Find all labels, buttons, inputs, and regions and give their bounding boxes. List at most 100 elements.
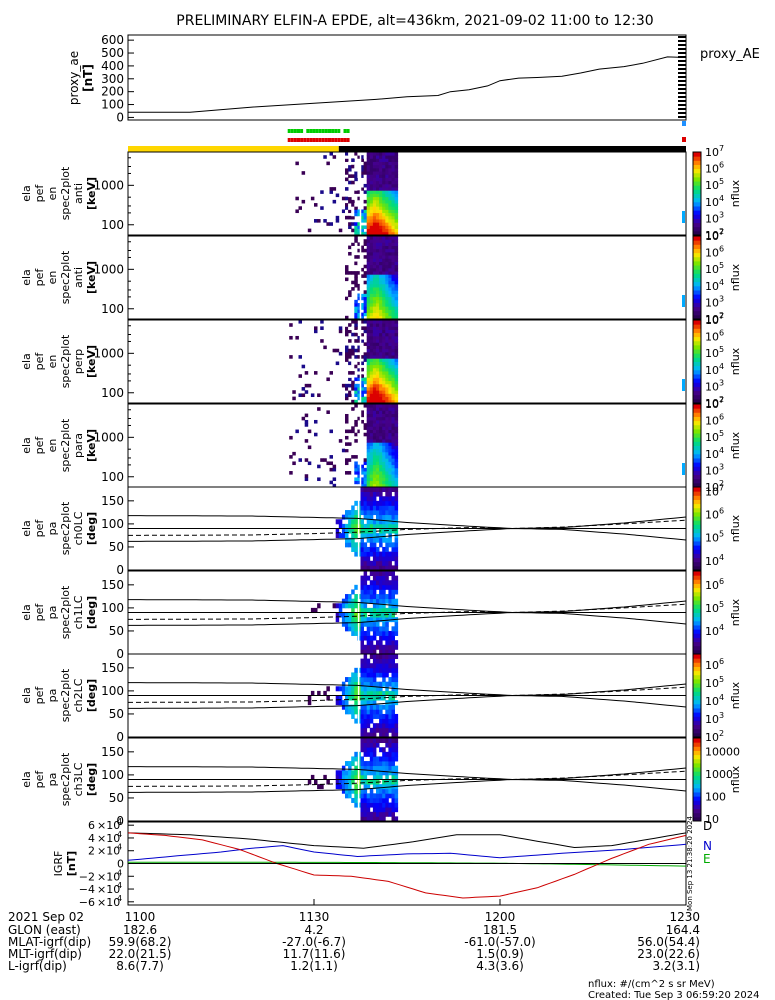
spectrogram-cell (391, 377, 395, 382)
pitch-cell (382, 519, 386, 525)
spectrogram-cell (366, 315, 371, 320)
pitch-cell (363, 612, 368, 618)
pitch-colorbar-cell (693, 738, 701, 743)
spectrogram-cell (345, 345, 349, 350)
spectrogram-colorbar-tick-exp: 4 (719, 194, 724, 203)
spectrogram-cell (372, 309, 377, 314)
pitch-cell (388, 681, 392, 687)
spectrogram-cell (385, 461, 389, 466)
spectrogram-cell (351, 158, 355, 162)
spectrogram-cell (363, 396, 368, 401)
pitch-cell (363, 533, 368, 539)
spectrogram-cell (394, 339, 399, 343)
spectrogram-cell (357, 339, 361, 343)
pitch-colorbar-cell (693, 728, 701, 734)
ae-ytick-label: 500 (101, 46, 124, 60)
spectrogram-cell (391, 399, 395, 404)
pitch-cell (372, 565, 377, 571)
spectrogram-cell (304, 371, 309, 375)
pitch-cell (341, 681, 346, 687)
spectrogram-cell (388, 248, 392, 253)
spectrogram-cell (388, 361, 392, 366)
igrf-series-line (127, 843, 687, 861)
spectrogram-cell (348, 296, 352, 301)
spectrogram-cell (394, 209, 399, 214)
spectrogram-colorbar-cell (693, 470, 701, 476)
spectrogram-colorbar-cell (693, 197, 701, 203)
spectrogram-cell (376, 445, 380, 450)
spectrogram-cell (357, 212, 361, 217)
spectrogram-cell (372, 480, 377, 485)
spectrogram-cell (382, 251, 386, 256)
pitch-cell (385, 704, 389, 710)
pitch-cell (332, 603, 337, 609)
pitch-cell (391, 747, 395, 753)
pitch-colorbar-cell (693, 620, 701, 626)
pitch-cell (345, 686, 349, 692)
igrf-ytick-base: ×10 (97, 845, 120, 858)
spectrogram-cell (379, 464, 383, 469)
spectrogram-cell (366, 264, 371, 269)
pitch-cell (369, 621, 374, 627)
spectrogram-cell (354, 377, 358, 382)
spectrogram-cell (372, 303, 377, 307)
spectrogram-colorbar-cell (693, 273, 701, 278)
pitch-cell (366, 761, 371, 767)
spectrogram-cell (369, 239, 374, 243)
pitch-cell (363, 751, 368, 757)
spectrogram-cell (379, 177, 383, 182)
spectrogram-colorbar-cell (693, 378, 701, 383)
pitch-cell (366, 718, 371, 724)
pitch-cell (382, 761, 386, 767)
spectrogram-cell (376, 274, 380, 278)
pitch-cell (372, 774, 377, 780)
spectrogram-cell (376, 451, 380, 456)
spectrogram-cell (354, 206, 358, 210)
spectrogram-cell (329, 461, 333, 466)
pitch-ytick-label: 150 (101, 578, 124, 592)
pitch-cell (335, 774, 340, 780)
pitch-cell (360, 704, 364, 710)
spectrogram-cell (394, 290, 399, 294)
spectrogram-cell (304, 383, 309, 388)
spectrogram-cell (289, 455, 293, 459)
spectrogram-cell (369, 236, 374, 240)
spectrogram-cell (360, 267, 364, 272)
spectrogram-cell (351, 164, 355, 169)
pitch-cell (394, 797, 399, 803)
ephemeris-dot-green (318, 129, 322, 133)
spectrogram-cell (394, 271, 399, 275)
spectrogram-cell (345, 264, 349, 269)
pitch-cell (394, 598, 399, 604)
spectrogram-cell (360, 458, 364, 462)
pitch-cell (369, 677, 374, 683)
pitch-cell (391, 594, 395, 600)
pitch-cell (391, 635, 395, 641)
spectrogram-cell (391, 248, 395, 253)
spectrogram-cell (376, 212, 380, 217)
spectrogram-colorbar-cell (693, 349, 701, 354)
spectrogram-cell (391, 264, 395, 269)
spectrogram-cell (360, 413, 364, 418)
spectrogram-cell (388, 399, 392, 404)
ae-ytick-label: 600 (101, 33, 124, 47)
ephemeris-dot-red (312, 138, 316, 142)
spectrogram-cell (348, 203, 352, 207)
spectrogram-cell (366, 380, 371, 385)
spectrogram-cell (348, 206, 352, 210)
spectrogram-cell (363, 342, 368, 346)
pitch-cell (366, 589, 371, 595)
pitch-cell (394, 542, 399, 548)
pitch-colorbar-cell (693, 528, 701, 534)
spectrogram-cell (382, 180, 386, 185)
pitch-cell (348, 774, 352, 780)
pitch-cell (379, 765, 383, 771)
pitch-cell (363, 649, 368, 655)
side-stamp: Mon Sep 13 21:38:20 2024 (686, 815, 694, 911)
ephemeris-dot-green (334, 129, 338, 133)
spectrogram-cell (379, 222, 383, 226)
spectrogram-cell (379, 158, 383, 162)
spectrogram-colorbar-cell (693, 294, 701, 299)
spectrogram-cell (382, 187, 386, 191)
